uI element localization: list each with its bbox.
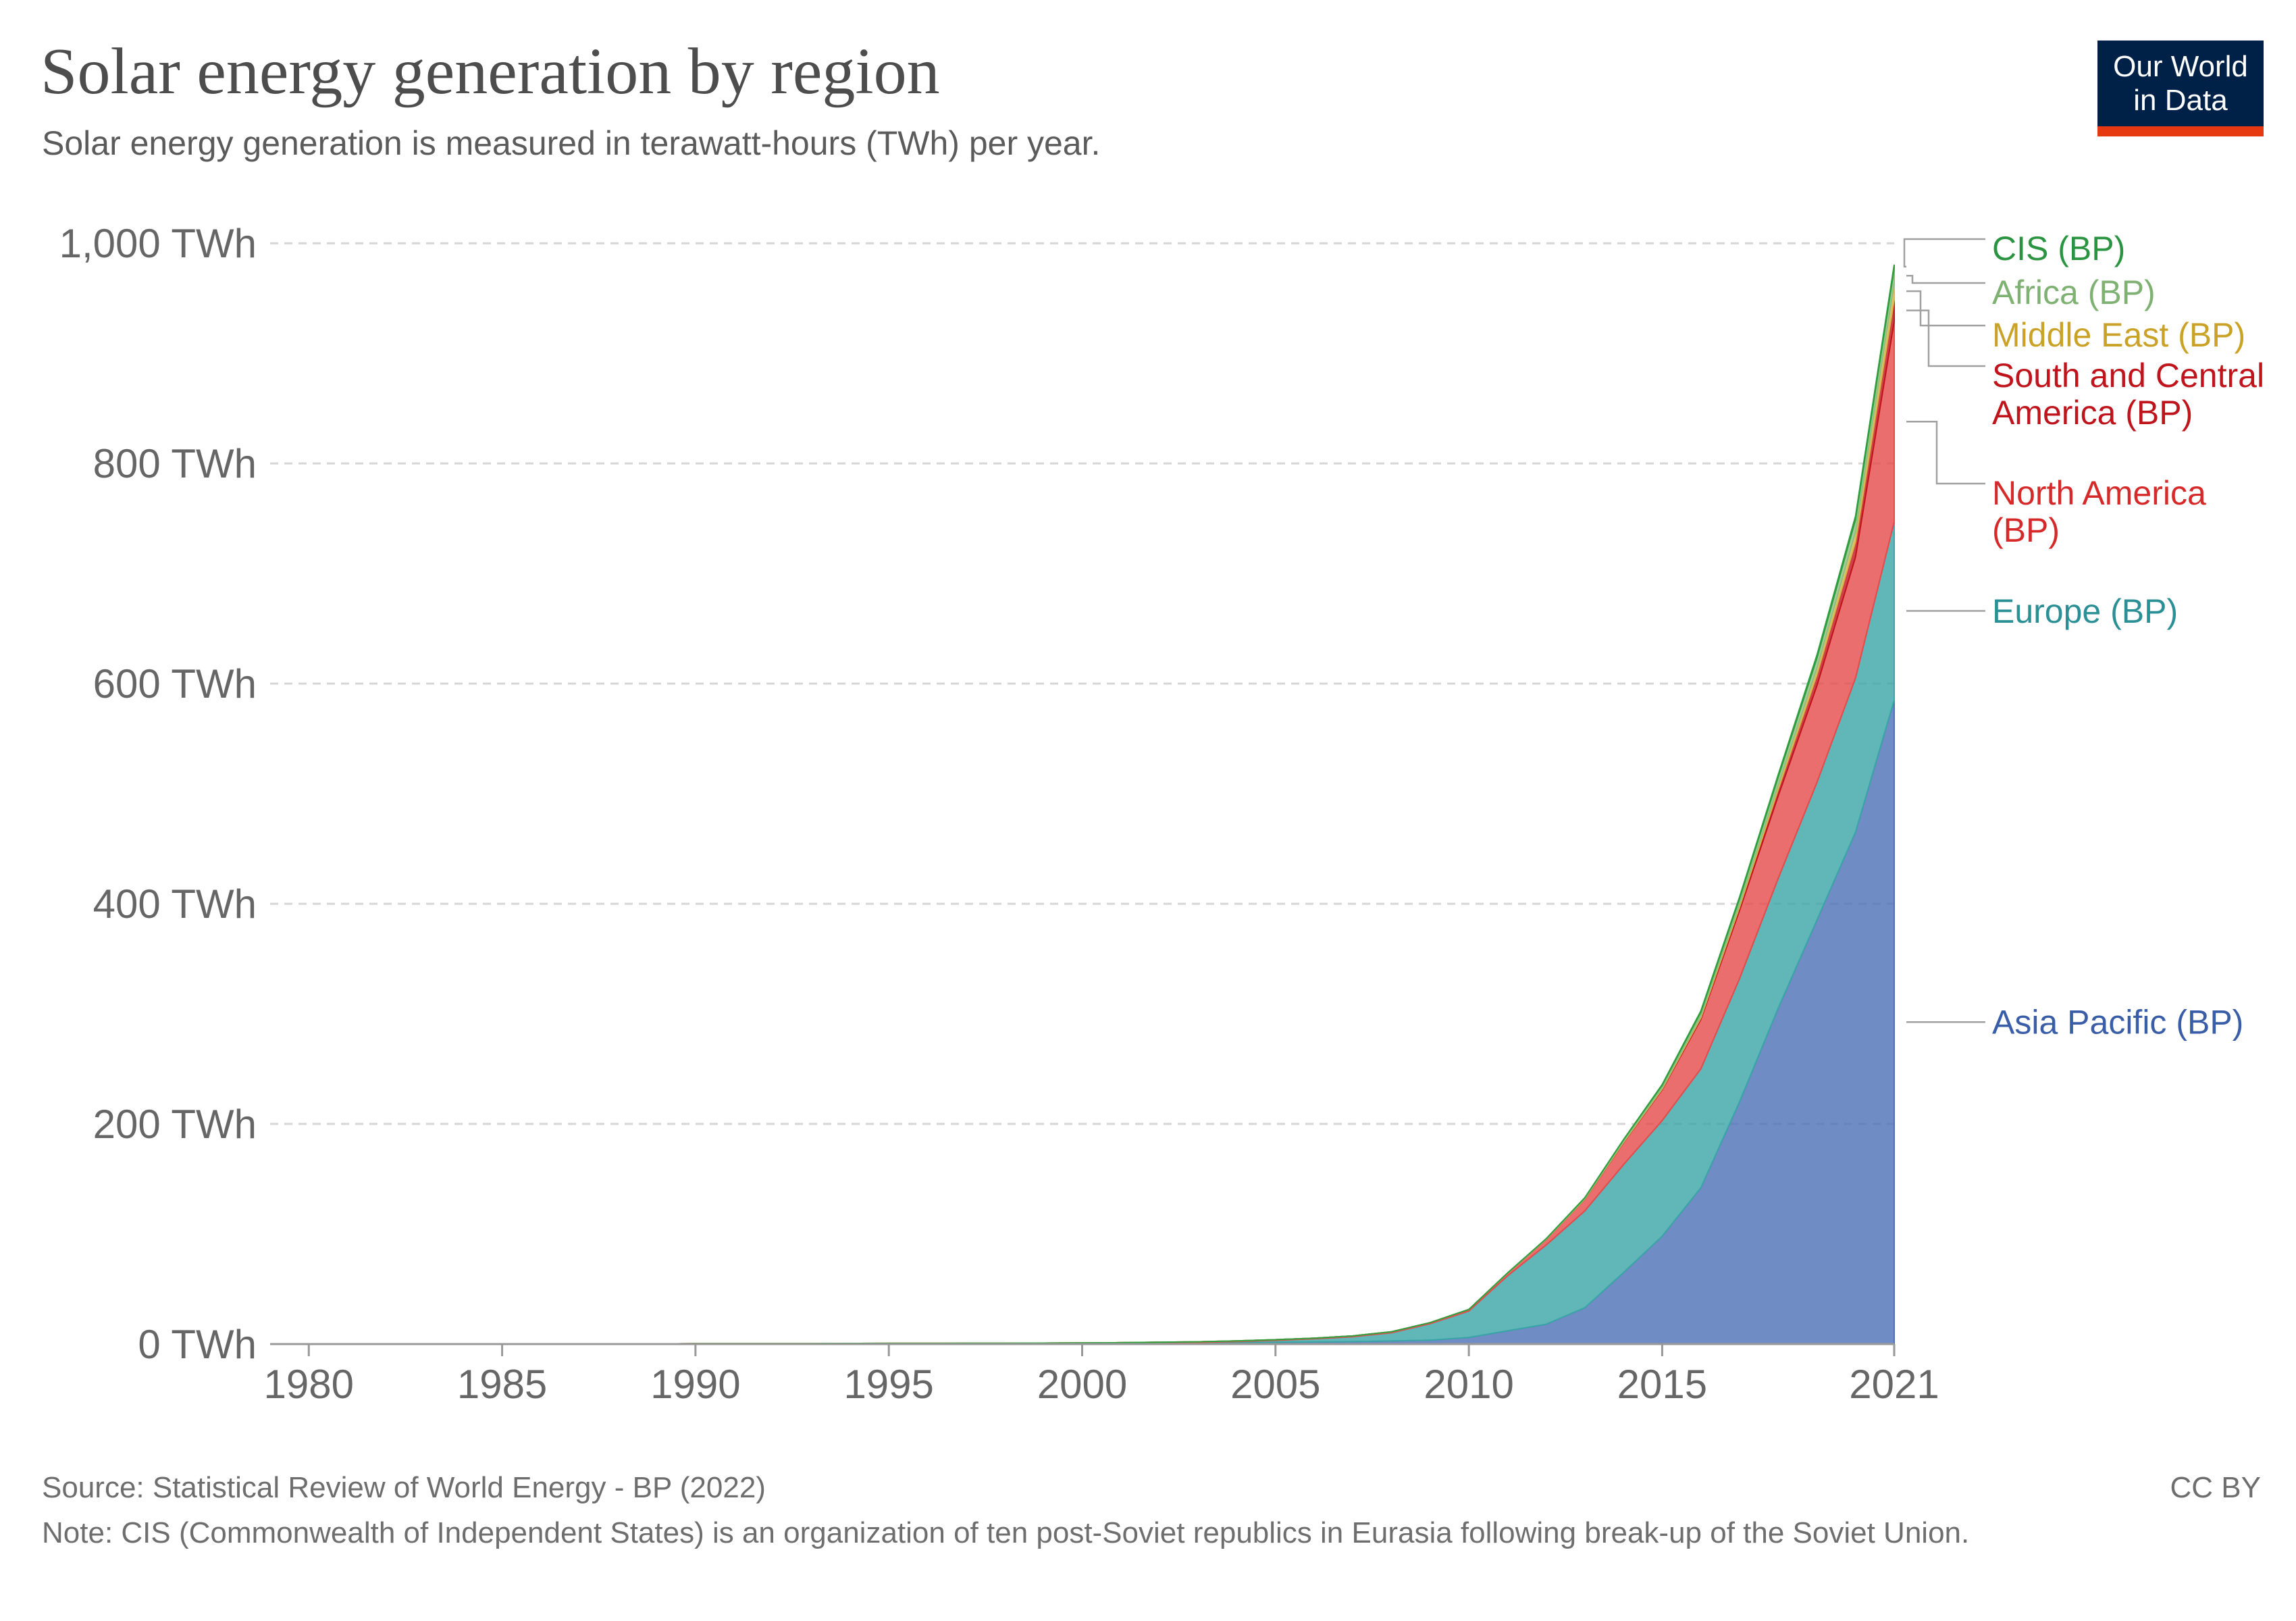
- y-tick-label: 0 TWh: [138, 1322, 257, 1367]
- series-label: CIS (BP): [1992, 230, 2125, 267]
- label-leader-line: [1903, 238, 1985, 267]
- x-tick-label: 1995: [843, 1362, 933, 1407]
- stacked-area-chart: 0 TWh 200 TWh 400 TWh 600 TWh 800 TWh 1,000 T…: [59, 221, 2264, 1407]
- x-tick-label: 2005: [1230, 1362, 1320, 1407]
- y-tick-label: 600 TWh: [93, 661, 257, 706]
- series-labels: CIS (BP) Africa (BP) Middle East (BP)South…: [1903, 230, 2264, 1041]
- chart-subtitle: Solar energy generation is measured in t…: [42, 124, 1101, 162]
- series-label: Middle East (BP): [1992, 316, 2245, 354]
- source-text[interactable]: Source: Statistical Review of World Ener…: [42, 1471, 766, 1504]
- x-tick-label: 2015: [1617, 1362, 1707, 1407]
- y-tick-label: 200 TWh: [93, 1102, 257, 1147]
- license-link[interactable]: CC BY: [2170, 1471, 2261, 1504]
- label-leader-line: [1906, 275, 1985, 284]
- series-label: Europe (BP): [1992, 592, 2178, 630]
- note-text: Note: CIS (Commonwealth of Independent S…: [42, 1516, 1970, 1549]
- x-tick-label: 1980: [264, 1362, 354, 1407]
- series-label: South and Central: [1992, 357, 2264, 394]
- logo-line-2: in Data: [2133, 84, 2228, 117]
- series-label: America (BP): [1992, 394, 2193, 432]
- y-tick-label: 400 TWh: [93, 881, 257, 927]
- y-axis: 0 TWh 200 TWh 400 TWh 600 TWh 800 TWh 1,000 T…: [59, 221, 257, 1367]
- x-axis: 1980 1985 1990 1995 2000 2005 2010 2015 2021: [264, 1343, 1939, 1407]
- series-label: (BP): [1992, 511, 2060, 549]
- owid-logo[interactable]: Our World in Data: [2097, 41, 2264, 136]
- logo-line-1: Our World: [2113, 50, 2248, 83]
- y-tick-label: 1,000 TWh: [59, 221, 257, 266]
- x-tick-label: 1985: [457, 1362, 547, 1407]
- series-areas: [308, 264, 1895, 1345]
- x-tick-label: 2010: [1424, 1362, 1513, 1407]
- gridlines: [270, 242, 1894, 1125]
- y-tick-label: 800 TWh: [93, 441, 257, 486]
- x-tick-label: 1990: [650, 1362, 740, 1407]
- x-tick-label: 2021: [1849, 1362, 1939, 1407]
- chart-title: Solar energy generation by region: [41, 35, 940, 108]
- label-leader-line: [1906, 309, 1985, 367]
- series-label: Asia Pacific (BP): [1992, 1003, 2243, 1041]
- series-label: North America: [1992, 474, 2206, 512]
- logo-accent-bar: [2097, 126, 2264, 136]
- x-tick-label: 2000: [1037, 1362, 1127, 1407]
- series-area: [309, 700, 1895, 1345]
- label-leader-line: [1906, 420, 1985, 485]
- label-leader-line: [1906, 290, 1985, 327]
- series-label: Africa (BP): [1992, 274, 2156, 311]
- series-area: [309, 521, 1895, 1345]
